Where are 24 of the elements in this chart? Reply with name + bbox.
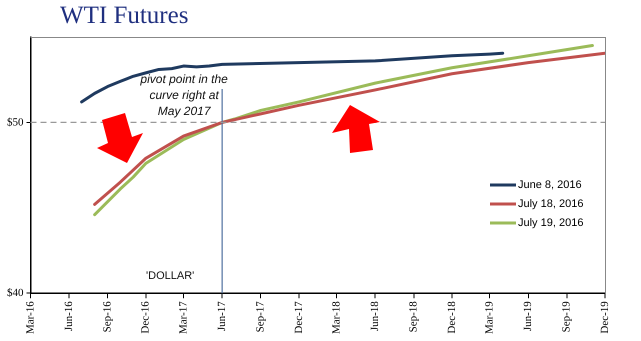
annotation: 'DOLLAR' (146, 270, 194, 282)
x-tick-label: Dec-17 (292, 300, 305, 334)
x-tick-label: Sep-18 (408, 300, 420, 332)
x-tick-label: Sep-19 (560, 300, 573, 332)
y-tick-label: $50 (7, 116, 24, 128)
x-tick-label: Mar-17 (177, 300, 190, 334)
x-tick-label: Dec-16 (140, 300, 152, 334)
x-tick-label: Dec-18 (446, 300, 458, 334)
x-tick-label: Sep-17 (254, 300, 267, 332)
legend-label: July 18, 2016 (518, 198, 584, 210)
x-tick-label: Jun-17 (216, 300, 228, 332)
x-tick-label: Mar-18 (330, 300, 343, 334)
y-tick-label: $40 (7, 287, 24, 300)
annotation: pivot point in the curve right at May 2017 (139, 72, 228, 118)
chart-title: WTI Futures (60, 2, 188, 30)
x-tick-label: Jun-19 (522, 300, 534, 332)
legend-label: June 8, 2016 (518, 179, 582, 192)
x-tick-label: Mar-16 (24, 300, 36, 334)
x-tick-label: Jun-18 (369, 300, 382, 332)
x-tick-label: Jun-16 (62, 300, 75, 332)
legend-label: July 19, 2016 (518, 217, 584, 230)
x-tick-label: Sep-16 (102, 300, 114, 332)
x-tick-label: Dec-19 (598, 300, 611, 334)
x-tick-label: Mar-19 (484, 300, 496, 334)
